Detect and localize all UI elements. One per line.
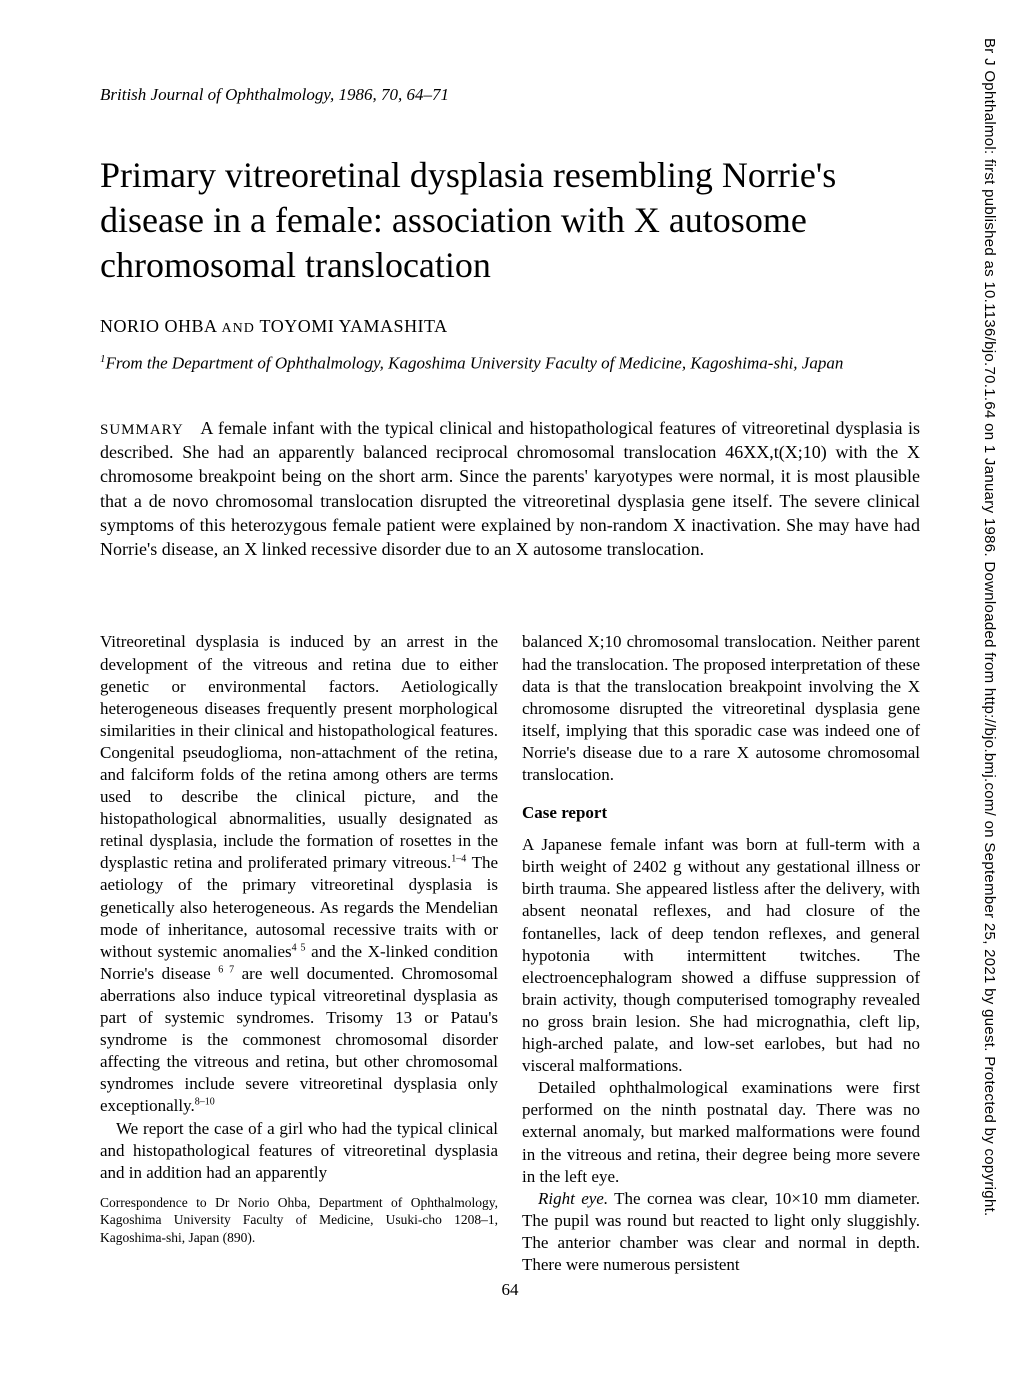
authors-and: AND bbox=[222, 321, 255, 336]
ref-1-4: 1–4 bbox=[451, 854, 466, 865]
article-title: Primary vitreoretinal dysplasia resembli… bbox=[100, 153, 920, 288]
summary-block: SUMMARY A female infant with the typical… bbox=[100, 416, 920, 562]
case-paragraph-2: Detailed ophthalmological examinations w… bbox=[522, 1077, 920, 1187]
intro-p1-a: Vitreoretinal dysplasia is induced by an… bbox=[100, 632, 498, 872]
affiliation: 1From the Department of Ophthalmology, K… bbox=[100, 353, 920, 374]
intro-p1-d: are well documented. Chromosomal aberrat… bbox=[100, 964, 498, 1116]
affiliation-text: From the Department of Ophthalmology, Ka… bbox=[106, 354, 844, 373]
column-right: balanced X;10 chromosomal translocation.… bbox=[522, 631, 920, 1276]
ref-4-5: 4 5 bbox=[292, 942, 306, 953]
page-number: 64 bbox=[100, 1280, 920, 1300]
intro-paragraph-1: Vitreoretinal dysplasia is induced by an… bbox=[100, 631, 498, 1117]
author-name-2: TOYOMI YAMASHITA bbox=[260, 316, 448, 336]
case-report-heading: Case report bbox=[522, 802, 920, 824]
ref-6-7: 6 7 bbox=[218, 964, 234, 975]
case-paragraph-1: A Japanese female infant was born at ful… bbox=[522, 834, 920, 1077]
column-left: Vitreoretinal dysplasia is induced by an… bbox=[100, 631, 498, 1276]
sidebar-copyright: Br J Ophthalmol: first published as 10.1… bbox=[981, 38, 998, 1358]
author-name-1: NORIO OHBA bbox=[100, 316, 217, 336]
summary-text: A female infant with the typical clinica… bbox=[100, 418, 920, 559]
intro-paragraph-2: We report the case of a girl who had the… bbox=[100, 1118, 498, 1184]
authors-line: NORIO OHBA AND TOYOMI YAMASHITA bbox=[100, 316, 920, 337]
journal-header: British Journal of Ophthalmology, 1986, … bbox=[100, 85, 920, 105]
correspondence-block: Correspondence to Dr Norio Ohba, Departm… bbox=[100, 1194, 498, 1247]
col2-continuation: balanced X;10 chromosomal translocation.… bbox=[522, 631, 920, 786]
case-paragraph-3: Right eye. The cornea was clear, 10×10 m… bbox=[522, 1188, 920, 1276]
summary-label: SUMMARY bbox=[100, 422, 184, 438]
ref-8-10: 8–10 bbox=[195, 1097, 215, 1108]
right-eye-label: Right eye. bbox=[538, 1189, 608, 1208]
body-columns: Vitreoretinal dysplasia is induced by an… bbox=[100, 631, 920, 1276]
